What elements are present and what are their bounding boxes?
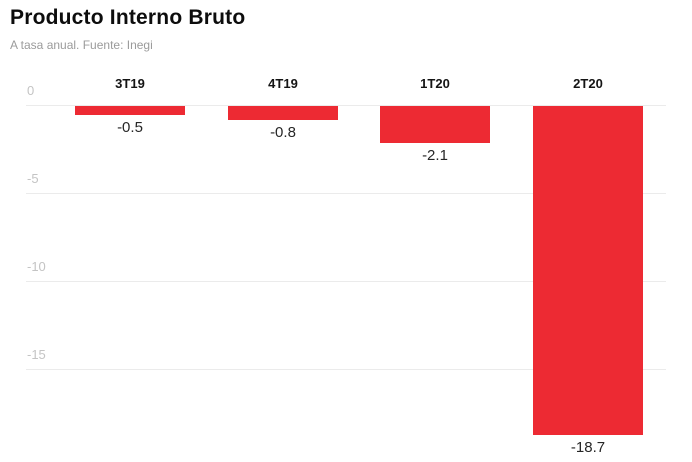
bar-2T20: [533, 106, 643, 435]
chart-title: Producto Interno Bruto: [10, 6, 246, 29]
value-label-1T20: -2.1: [422, 147, 448, 164]
value-label-4T19: -0.8: [270, 124, 296, 141]
y-axis-tick-label: -10: [27, 259, 46, 274]
category-label-2T20: 2T20: [573, 76, 603, 91]
gridline--5: [26, 193, 666, 194]
category-label-1T20: 1T20: [420, 76, 450, 91]
bar-3T19: [75, 106, 185, 115]
gridline--10: [26, 281, 666, 282]
bar-1T20: [380, 106, 490, 143]
value-label-3T19: -0.5: [117, 119, 143, 136]
y-axis-tick-label: -5: [27, 171, 39, 186]
y-axis-tick-label: -15: [27, 347, 46, 362]
category-label-4T19: 4T19: [268, 76, 298, 91]
gridline--15: [26, 369, 666, 370]
value-label-2T20: -18.7: [570, 439, 606, 456]
bar-4T19: [228, 106, 338, 120]
y-axis-tick-label: 0: [27, 83, 35, 98]
gridline-0: [26, 105, 666, 106]
category-label-3T19: 3T19: [115, 76, 145, 91]
chart-subtitle: A tasa anual. Fuente: Inegi: [10, 38, 153, 52]
